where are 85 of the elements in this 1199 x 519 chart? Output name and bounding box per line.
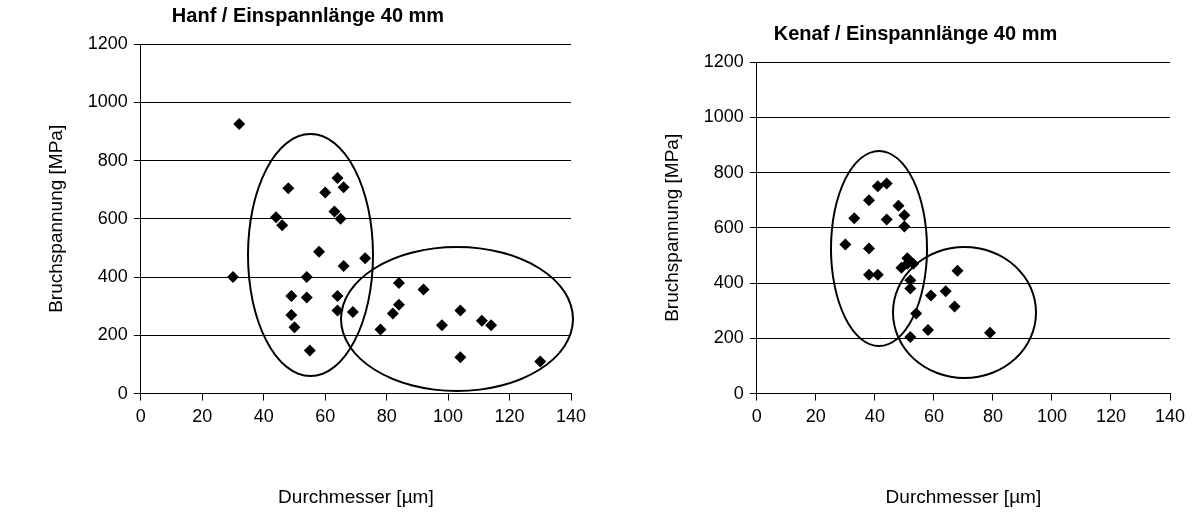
y-tick-label: 400 xyxy=(97,266,128,287)
point xyxy=(924,289,937,302)
x-tick-label: 100 xyxy=(433,406,464,427)
point xyxy=(276,219,289,232)
x-tick-label: 140 xyxy=(1154,406,1186,427)
x-tick-label: 80 xyxy=(376,406,397,427)
point xyxy=(892,199,905,212)
y-tick-label: 1000 xyxy=(703,106,744,127)
y-tick-label: 1000 xyxy=(87,91,128,112)
y-axis-title: Bruchspannung [MPa] xyxy=(44,124,66,313)
point xyxy=(328,205,341,218)
x-tick-label: 0 xyxy=(751,406,762,427)
x-tick-label: 80 xyxy=(982,406,1003,427)
point xyxy=(417,283,430,296)
chart-title: Kenaf / Einspannlänge 40 mm xyxy=(773,21,1058,44)
x-axis-title: Durchmesser [µm] xyxy=(885,485,1042,507)
y-tick-label: 600 xyxy=(713,216,744,237)
y-tick-label: 0 xyxy=(117,382,128,403)
point xyxy=(862,194,875,207)
y-tick-label: 400 xyxy=(713,272,744,293)
point xyxy=(337,260,350,272)
point xyxy=(871,180,884,193)
point xyxy=(334,212,347,225)
point xyxy=(898,209,911,222)
y-tick-label: 800 xyxy=(97,149,128,170)
point xyxy=(839,238,852,251)
point xyxy=(435,319,448,332)
point xyxy=(282,182,295,195)
point xyxy=(922,324,935,337)
point xyxy=(475,314,488,327)
point xyxy=(848,212,861,225)
point xyxy=(337,181,350,194)
x-tick-label: 120 xyxy=(494,406,525,427)
point xyxy=(331,172,344,185)
point xyxy=(233,118,246,131)
y-tick-label: 200 xyxy=(713,327,744,348)
y-tick-label: 200 xyxy=(97,324,128,345)
point xyxy=(288,321,301,334)
point xyxy=(285,308,298,321)
y-axis-title: Bruchspannung [MPa] xyxy=(660,133,682,322)
point xyxy=(285,290,298,302)
point xyxy=(300,291,313,304)
point xyxy=(270,211,283,224)
y-tick-label: 1200 xyxy=(87,32,128,53)
x-tick-label: 140 xyxy=(555,406,587,427)
y-tick-label: 0 xyxy=(733,382,744,403)
y-tick-label: 600 xyxy=(97,207,128,228)
point xyxy=(951,264,964,277)
point xyxy=(880,177,893,190)
point xyxy=(983,326,996,339)
x-tick-label: 20 xyxy=(805,406,826,427)
point xyxy=(359,252,372,265)
x-tick-label: 40 xyxy=(864,406,885,427)
chart-title: Hanf / Einspannlänge 40 mm xyxy=(171,3,445,26)
point xyxy=(319,186,332,199)
y-tick-label: 1200 xyxy=(703,50,744,71)
point xyxy=(862,242,875,255)
x-axis-title: Durchmesser [µm] xyxy=(278,485,434,507)
point xyxy=(454,304,467,317)
point xyxy=(534,355,547,368)
point xyxy=(227,271,240,284)
point xyxy=(939,285,952,298)
x-tick-label: 60 xyxy=(315,406,336,427)
point xyxy=(374,323,387,336)
point xyxy=(880,213,893,226)
x-tick-label: 120 xyxy=(1095,406,1126,427)
point xyxy=(346,306,359,319)
point xyxy=(386,307,399,320)
x-tick-label: 60 xyxy=(923,406,944,427)
point xyxy=(904,330,917,343)
point xyxy=(300,271,313,284)
point xyxy=(485,319,498,332)
x-tick-label: 100 xyxy=(1036,406,1067,427)
point xyxy=(303,344,316,357)
point xyxy=(862,268,875,281)
x-tick-label: 20 xyxy=(192,406,213,427)
x-tick-label: 0 xyxy=(135,406,146,427)
y-tick-label: 800 xyxy=(713,161,744,182)
x-tick-label: 40 xyxy=(253,406,274,427)
point xyxy=(898,220,911,233)
point xyxy=(331,290,344,302)
point xyxy=(392,298,405,311)
point xyxy=(313,245,326,258)
point xyxy=(948,300,961,313)
point xyxy=(454,351,467,364)
